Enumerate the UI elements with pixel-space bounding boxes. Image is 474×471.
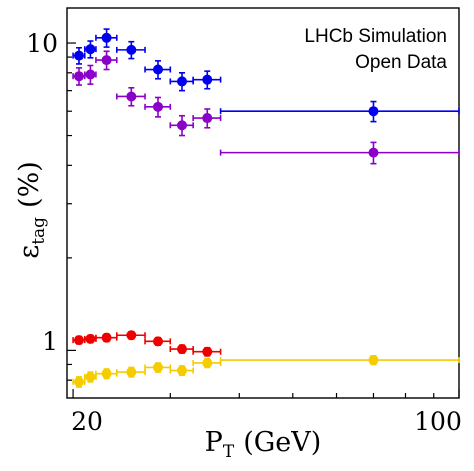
data-point bbox=[144, 362, 172, 373]
marker bbox=[126, 330, 137, 341]
data-point bbox=[115, 40, 146, 60]
data-point bbox=[144, 96, 172, 118]
data-point bbox=[95, 332, 118, 343]
y-tick-label-1: 1 bbox=[42, 327, 58, 356]
marker bbox=[101, 32, 112, 43]
marker bbox=[152, 336, 163, 347]
marker bbox=[202, 346, 213, 357]
marker bbox=[126, 91, 137, 102]
marker bbox=[85, 333, 96, 344]
y-axis-label-main: ε bbox=[14, 245, 45, 259]
marker bbox=[73, 335, 84, 346]
marker bbox=[176, 365, 187, 376]
x-tick-label-20: 20 bbox=[71, 407, 103, 436]
series-1 bbox=[72, 50, 460, 165]
marker bbox=[85, 69, 96, 80]
marker bbox=[73, 50, 84, 61]
marker bbox=[368, 147, 379, 158]
x-axis-label: PT (GeV) bbox=[205, 427, 322, 462]
y-axis-label-sub: tag bbox=[29, 217, 49, 245]
x-tick-label-100: 100 bbox=[414, 407, 462, 436]
marker bbox=[202, 113, 213, 124]
data-point bbox=[169, 365, 194, 377]
data-point bbox=[72, 67, 86, 86]
axis-ticks bbox=[67, 42, 460, 398]
data-point bbox=[169, 72, 194, 92]
marker bbox=[202, 74, 213, 85]
data-point bbox=[72, 335, 86, 346]
marker bbox=[368, 355, 379, 366]
data-point bbox=[115, 330, 146, 341]
marker bbox=[101, 368, 112, 379]
data-point bbox=[219, 355, 460, 366]
data-point bbox=[192, 346, 222, 357]
data-point bbox=[83, 64, 97, 85]
marker bbox=[368, 106, 379, 117]
marker bbox=[101, 55, 112, 66]
data-point bbox=[219, 100, 460, 123]
y-axis-label: εtag (%) bbox=[14, 161, 49, 259]
marker bbox=[85, 371, 96, 382]
data-point bbox=[83, 333, 97, 344]
marker bbox=[126, 367, 137, 378]
marker bbox=[202, 357, 213, 368]
data-point bbox=[192, 108, 222, 129]
data-point bbox=[83, 40, 97, 59]
marker bbox=[85, 44, 96, 55]
annotation-open-data: Open Data bbox=[355, 52, 447, 73]
marker bbox=[176, 120, 187, 131]
x-axis-label-main: P bbox=[205, 427, 223, 458]
data-point bbox=[192, 70, 222, 90]
series-3 bbox=[72, 355, 460, 388]
data-marks bbox=[72, 28, 460, 388]
data-point bbox=[144, 336, 172, 347]
y-tick-label-10: 10 bbox=[26, 29, 58, 58]
marker bbox=[176, 344, 187, 355]
marker bbox=[152, 362, 163, 373]
data-point bbox=[72, 46, 86, 65]
marker bbox=[73, 71, 84, 82]
data-point bbox=[169, 114, 194, 137]
data-point bbox=[169, 344, 194, 355]
data-point bbox=[115, 87, 146, 107]
data-point bbox=[192, 357, 222, 369]
marker bbox=[176, 76, 187, 87]
data-point bbox=[72, 376, 86, 388]
data-point bbox=[115, 366, 146, 378]
data-point bbox=[144, 60, 172, 80]
x-axis-label-sub: T bbox=[223, 442, 235, 462]
marker bbox=[73, 376, 84, 387]
data-point bbox=[95, 28, 118, 48]
marker bbox=[152, 101, 163, 112]
x-axis-label-unit: (GeV) bbox=[243, 427, 321, 458]
series-0 bbox=[72, 28, 460, 123]
series-2 bbox=[72, 330, 222, 357]
data-point bbox=[95, 368, 118, 380]
data-point bbox=[219, 141, 460, 165]
annotation-lhcb-simulation: LHCb Simulation bbox=[304, 26, 447, 47]
marker bbox=[126, 44, 137, 55]
y-axis-label-unit: (%) bbox=[14, 161, 45, 208]
data-point bbox=[95, 50, 118, 71]
marker bbox=[152, 64, 163, 75]
plot-frame bbox=[66, 7, 460, 399]
data-point bbox=[83, 371, 97, 383]
marker bbox=[101, 332, 112, 343]
